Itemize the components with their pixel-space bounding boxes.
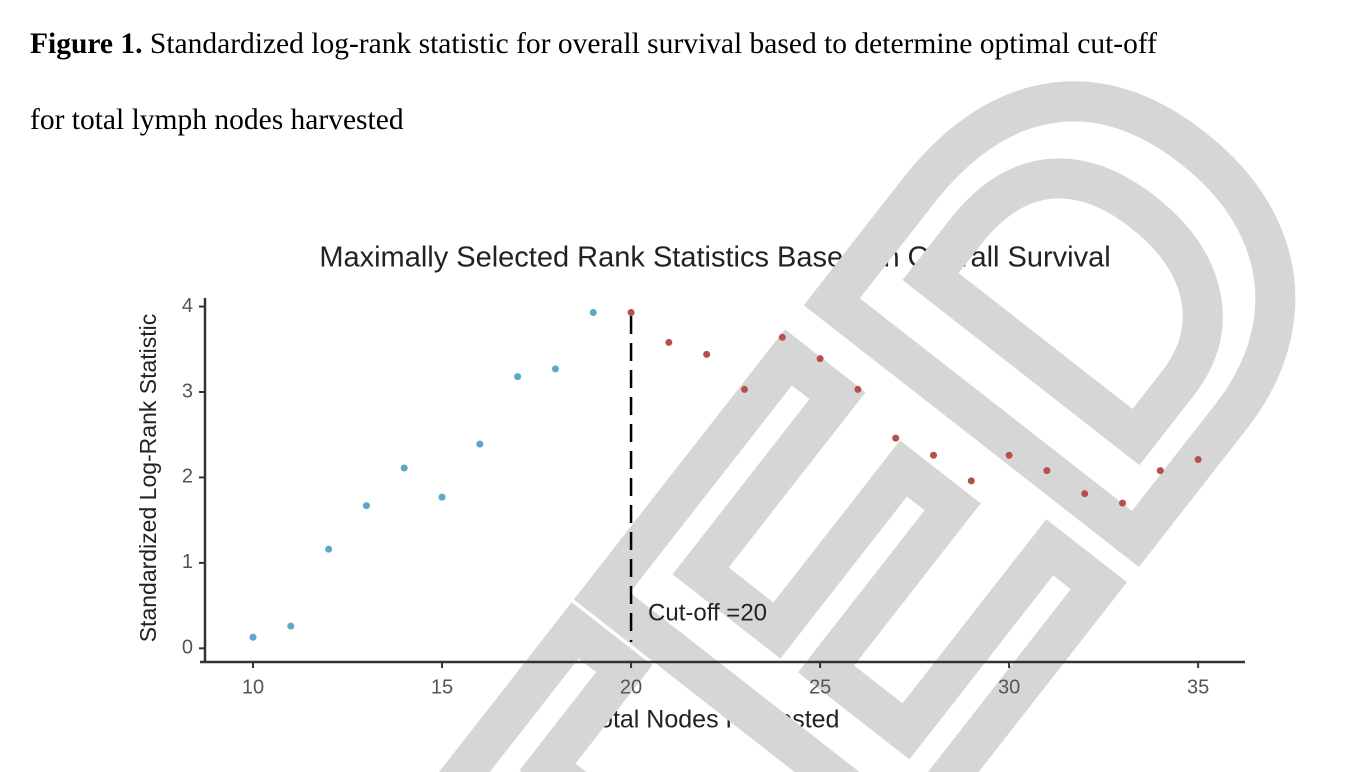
caption-line: Figure 1. Standardized log-rank statisti… [30, 20, 1157, 96]
point [362, 502, 370, 510]
y-tick-label: 1 [182, 551, 193, 573]
x-axis-label: Total Nodes Harvested [587, 706, 840, 734]
point [249, 633, 257, 641]
point [287, 622, 295, 630]
y-tick-label: 4 [182, 295, 193, 317]
point [438, 493, 446, 501]
watermark: TED [272, 0, 1350, 772]
y-axis-label: Standardized Log-Rank Statistic [135, 314, 161, 643]
point [854, 385, 862, 393]
point [476, 440, 484, 448]
point [967, 477, 975, 485]
x-tick-label: 25 [809, 676, 831, 698]
point [703, 350, 711, 358]
caption-text: for total lymph nodes harvested [30, 104, 404, 136]
y-tick-label: 3 [182, 380, 193, 402]
point [1081, 490, 1089, 498]
point [929, 451, 937, 459]
chart-title: Maximally Selected Rank Statistics Based… [319, 242, 1110, 274]
y-tick-label: 0 [182, 637, 193, 659]
point [589, 309, 597, 317]
caption: Figure 1. Standardized log-rank statisti… [30, 20, 1157, 172]
caption-label: Figure 1. [30, 28, 143, 60]
point [1119, 499, 1127, 507]
x-tick-label: 30 [998, 676, 1020, 698]
x-tick-label: 35 [1187, 676, 1209, 698]
point [665, 338, 673, 346]
x-tick-label: 15 [431, 676, 453, 698]
y-tick-label: 2 [182, 466, 193, 488]
point [892, 434, 900, 442]
point [1156, 467, 1164, 475]
caption-line: for total lymph nodes harvested [30, 96, 1157, 172]
point [740, 385, 748, 393]
point [816, 355, 824, 363]
point [1005, 451, 1013, 459]
caption-text: Standardized log-rank statistic for over… [149, 28, 1157, 60]
point [1043, 467, 1051, 475]
point [514, 373, 522, 381]
point [400, 464, 408, 472]
x-tick-label: 10 [242, 676, 264, 698]
point [627, 309, 635, 317]
point [551, 365, 559, 373]
point [325, 545, 333, 553]
x-tick-label: 20 [620, 676, 642, 698]
point [778, 333, 786, 341]
point [1194, 455, 1202, 463]
annotation: Cut-off =20 [648, 599, 767, 626]
